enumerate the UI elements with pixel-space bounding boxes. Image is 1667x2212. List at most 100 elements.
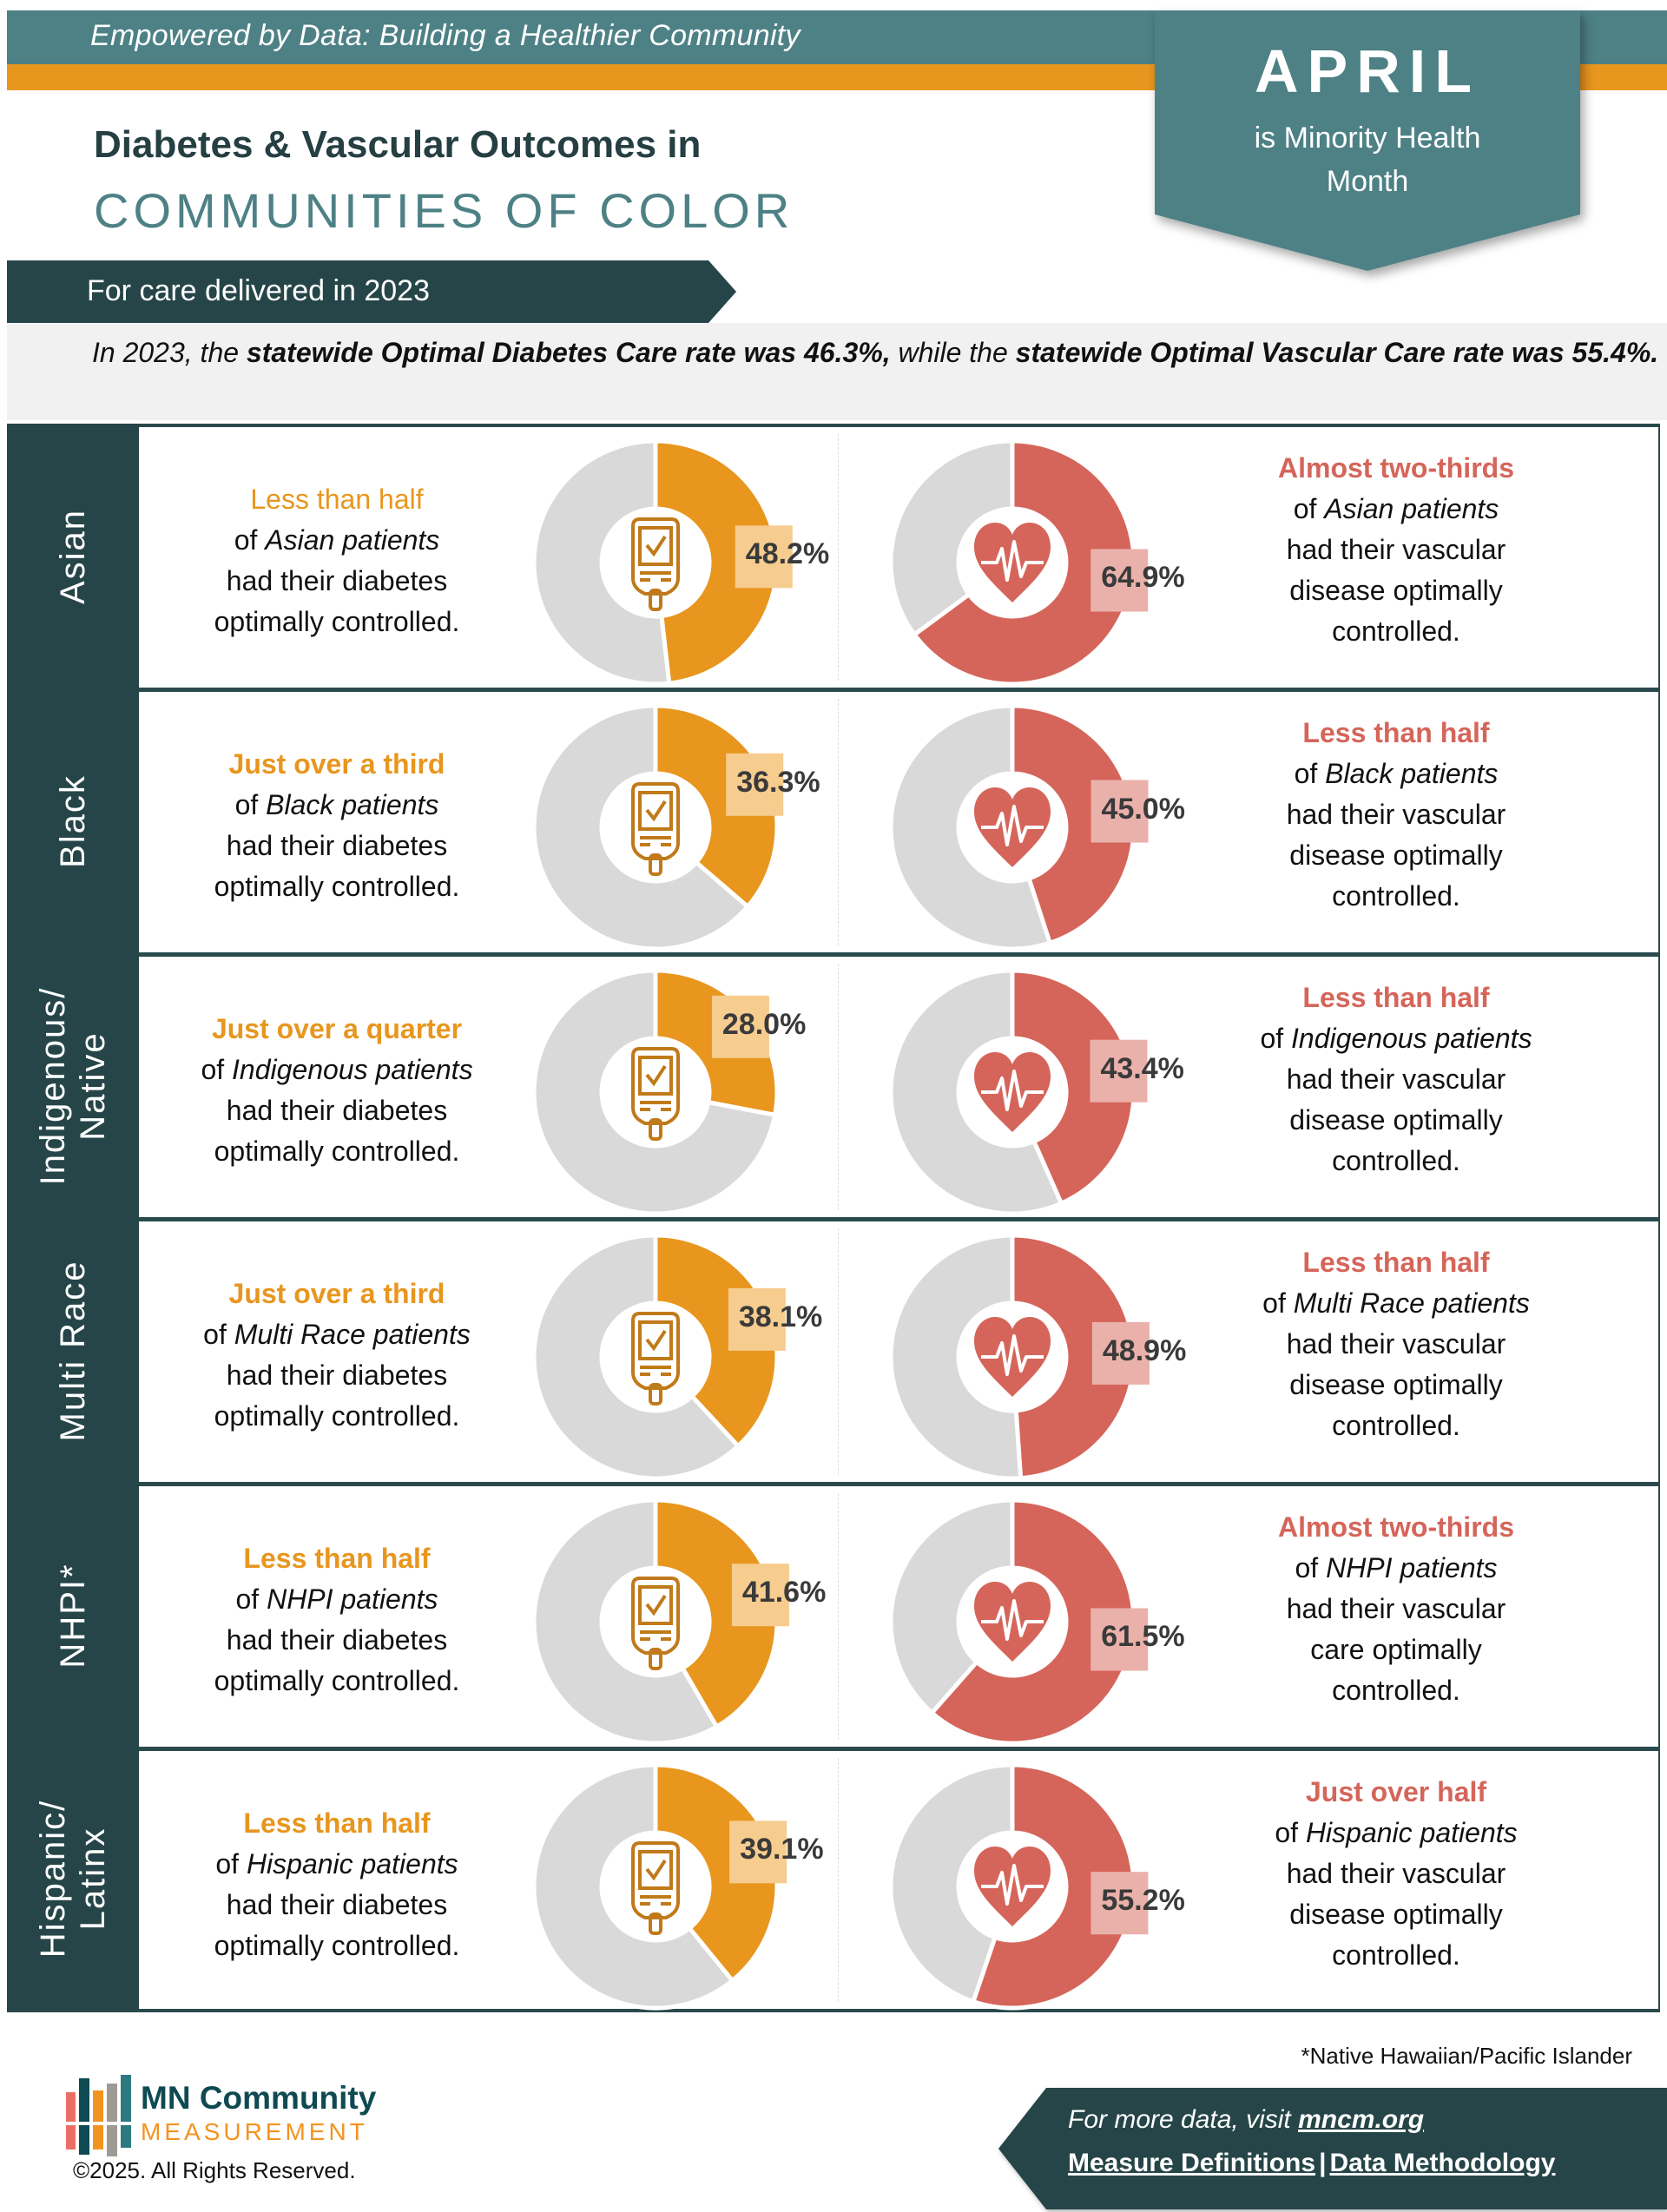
group-row: Black Just over a third of Black patients h… xyxy=(7,688,1660,953)
group-label-line: Native xyxy=(74,1030,112,1141)
patient-group-line: of Black patients xyxy=(163,785,511,826)
vascular-value-slice xyxy=(928,1498,1137,1746)
cta-text: For more data, visit xyxy=(1068,2105,1299,2134)
diabetes-percent-label: 28.0% xyxy=(721,1007,807,1041)
diabetes-percent-label: 38.1% xyxy=(738,1300,823,1333)
care-period-text: For care delivered in 2023 xyxy=(87,274,431,307)
group-label: Asian xyxy=(54,508,92,604)
vascular-value-slice xyxy=(911,438,1137,687)
group-label-line: Indigenous/ xyxy=(34,986,72,1185)
of-text: of xyxy=(1262,1287,1294,1319)
diabetes-description: Just over a third of Multi Race patients h… xyxy=(163,1274,511,1437)
patient-group-line: of Asian patients xyxy=(1214,489,1578,530)
group-label: Black xyxy=(54,774,92,868)
label-highlight xyxy=(729,1820,787,1884)
description-line: had their vascular xyxy=(1286,1328,1506,1359)
diabetes-description: Just over a quarter of Indigenous patient… xyxy=(163,1009,511,1172)
description-line: had their vascular xyxy=(1286,534,1506,565)
label-highlight xyxy=(1090,780,1149,843)
group-rows: Asian Less than half of Asian patients had … xyxy=(7,424,1660,2012)
link-separator: | xyxy=(1319,2149,1327,2177)
diabetes-value-slice xyxy=(653,1762,780,1984)
label-highlight xyxy=(711,995,769,1058)
ribbon-month: APRIL xyxy=(1255,37,1480,105)
vascular-value-slice xyxy=(1010,703,1137,946)
measure-definitions-link[interactable]: Measure Definitions xyxy=(1068,2149,1316,2177)
diabetes-description: Less than half of Hispanic patients had th… xyxy=(163,1803,511,1966)
group-row: Indigenous/Native Just over a quarter of I… xyxy=(7,953,1660,1218)
patient-group: Hispanic patients xyxy=(1305,1817,1518,1848)
section-divider xyxy=(838,699,839,945)
patient-group: Indigenous patients xyxy=(232,1054,473,1085)
description-line: controlled. xyxy=(1332,1410,1460,1441)
glucose-meter-icon xyxy=(631,782,680,876)
diabetes-value-slice xyxy=(653,1498,780,1730)
description-line: optimally controlled. xyxy=(214,606,460,637)
diabetes-donut-chart: 28.0% xyxy=(531,968,806,1216)
vascular-description: Less than half of Multi Race patients had … xyxy=(1214,1242,1578,1446)
remainder-slice xyxy=(888,1233,1024,1481)
remainder-slice xyxy=(888,1498,1015,1716)
headline: Less than half xyxy=(250,484,424,515)
headline: Almost two-thirds xyxy=(1278,1511,1514,1543)
logo-tagline: MEASUREMENT xyxy=(141,2118,368,2145)
patient-group-line: of Indigenous patients xyxy=(1214,1018,1578,1059)
diabetes-percent-label: 48.2% xyxy=(745,537,830,571)
label-highlight xyxy=(1090,1872,1149,1935)
logo-bars-icon xyxy=(66,2075,131,2158)
description-line: had their vascular xyxy=(1286,799,1506,830)
vascular-donut-chart: 43.4% xyxy=(888,968,1184,1216)
group-label-line: Latinx xyxy=(74,1827,112,1931)
of-text: of xyxy=(201,1054,233,1085)
care-period-banner: For care delivered in 2023 xyxy=(7,260,736,323)
description-line: controlled. xyxy=(1332,616,1460,647)
page-title: Diabetes & Vascular Outcomes in xyxy=(94,123,702,166)
ribbon-line-1: is Minority Health xyxy=(1254,122,1481,155)
vascular-percent-label: 43.4% xyxy=(1100,1051,1184,1085)
description-line: controlled. xyxy=(1332,1939,1460,1971)
description-line: controlled. xyxy=(1332,880,1460,912)
remainder-slice xyxy=(531,968,778,1216)
description-line: disease optimally xyxy=(1289,1104,1503,1136)
headline: Just over a quarter xyxy=(211,1013,463,1044)
remainder-slice xyxy=(531,1762,736,2011)
footnote: *Native Hawaiian/Pacific Islander xyxy=(1301,2043,1632,2069)
description-line: disease optimally xyxy=(1289,1899,1503,1930)
vascular-percent-label: 45.0% xyxy=(1101,792,1185,826)
vascular-description: Almost two-thirds of NHPI patients had the… xyxy=(1214,1507,1578,1711)
remainder-slice xyxy=(888,703,1053,951)
label-highlight xyxy=(1090,1039,1148,1103)
section-divider xyxy=(838,434,839,681)
diabetes-donut-chart: 36.3% xyxy=(531,703,820,951)
of-text: of xyxy=(1260,1023,1292,1054)
mncm-link[interactable]: mncm.org xyxy=(1298,2105,1425,2134)
group-label-tab: Multi Race xyxy=(7,1218,139,1483)
patient-group: Hispanic patients xyxy=(246,1848,458,1880)
heart-pulse-icon xyxy=(974,1582,1051,1662)
group-row: Asian Less than half of Asian patients had … xyxy=(7,424,1660,688)
diabetes-value-slice xyxy=(653,1233,780,1450)
glucose-meter-icon xyxy=(631,1312,680,1406)
section-divider xyxy=(838,1758,839,2002)
glucose-meter-icon xyxy=(631,1577,680,1670)
patient-group: Multi Race patients xyxy=(234,1319,471,1350)
more-data-banner: For more data, visit mncm.org Measure De… xyxy=(998,2088,1667,2209)
description-line: had their vascular xyxy=(1286,1593,1506,1624)
description-line: had their vascular xyxy=(1286,1063,1506,1095)
group-label-tab: Asian xyxy=(7,424,139,688)
headline: Less than half xyxy=(1302,1247,1490,1278)
patient-group-line: of Indigenous patients xyxy=(163,1050,511,1090)
remainder-slice xyxy=(888,968,1064,1216)
label-highlight xyxy=(726,753,784,816)
remainder-slice xyxy=(888,1762,1015,2005)
heart-pulse-icon xyxy=(974,1052,1051,1132)
patient-group: Asian patients xyxy=(1324,493,1499,524)
vascular-description: Less than half of Black patients had their… xyxy=(1214,713,1578,917)
headline: Less than half xyxy=(243,1543,431,1574)
heart-pulse-icon xyxy=(974,523,1051,602)
group-label: Indigenous/Native xyxy=(33,986,113,1185)
vascular-donut-chart: 55.2% xyxy=(888,1762,1185,2011)
data-methodology-link[interactable]: Data Methodology xyxy=(1329,2149,1556,2177)
ribbon-subtitle: is Minority Health Month xyxy=(1155,116,1580,203)
diabetes-percent-label: 39.1% xyxy=(740,1833,824,1866)
